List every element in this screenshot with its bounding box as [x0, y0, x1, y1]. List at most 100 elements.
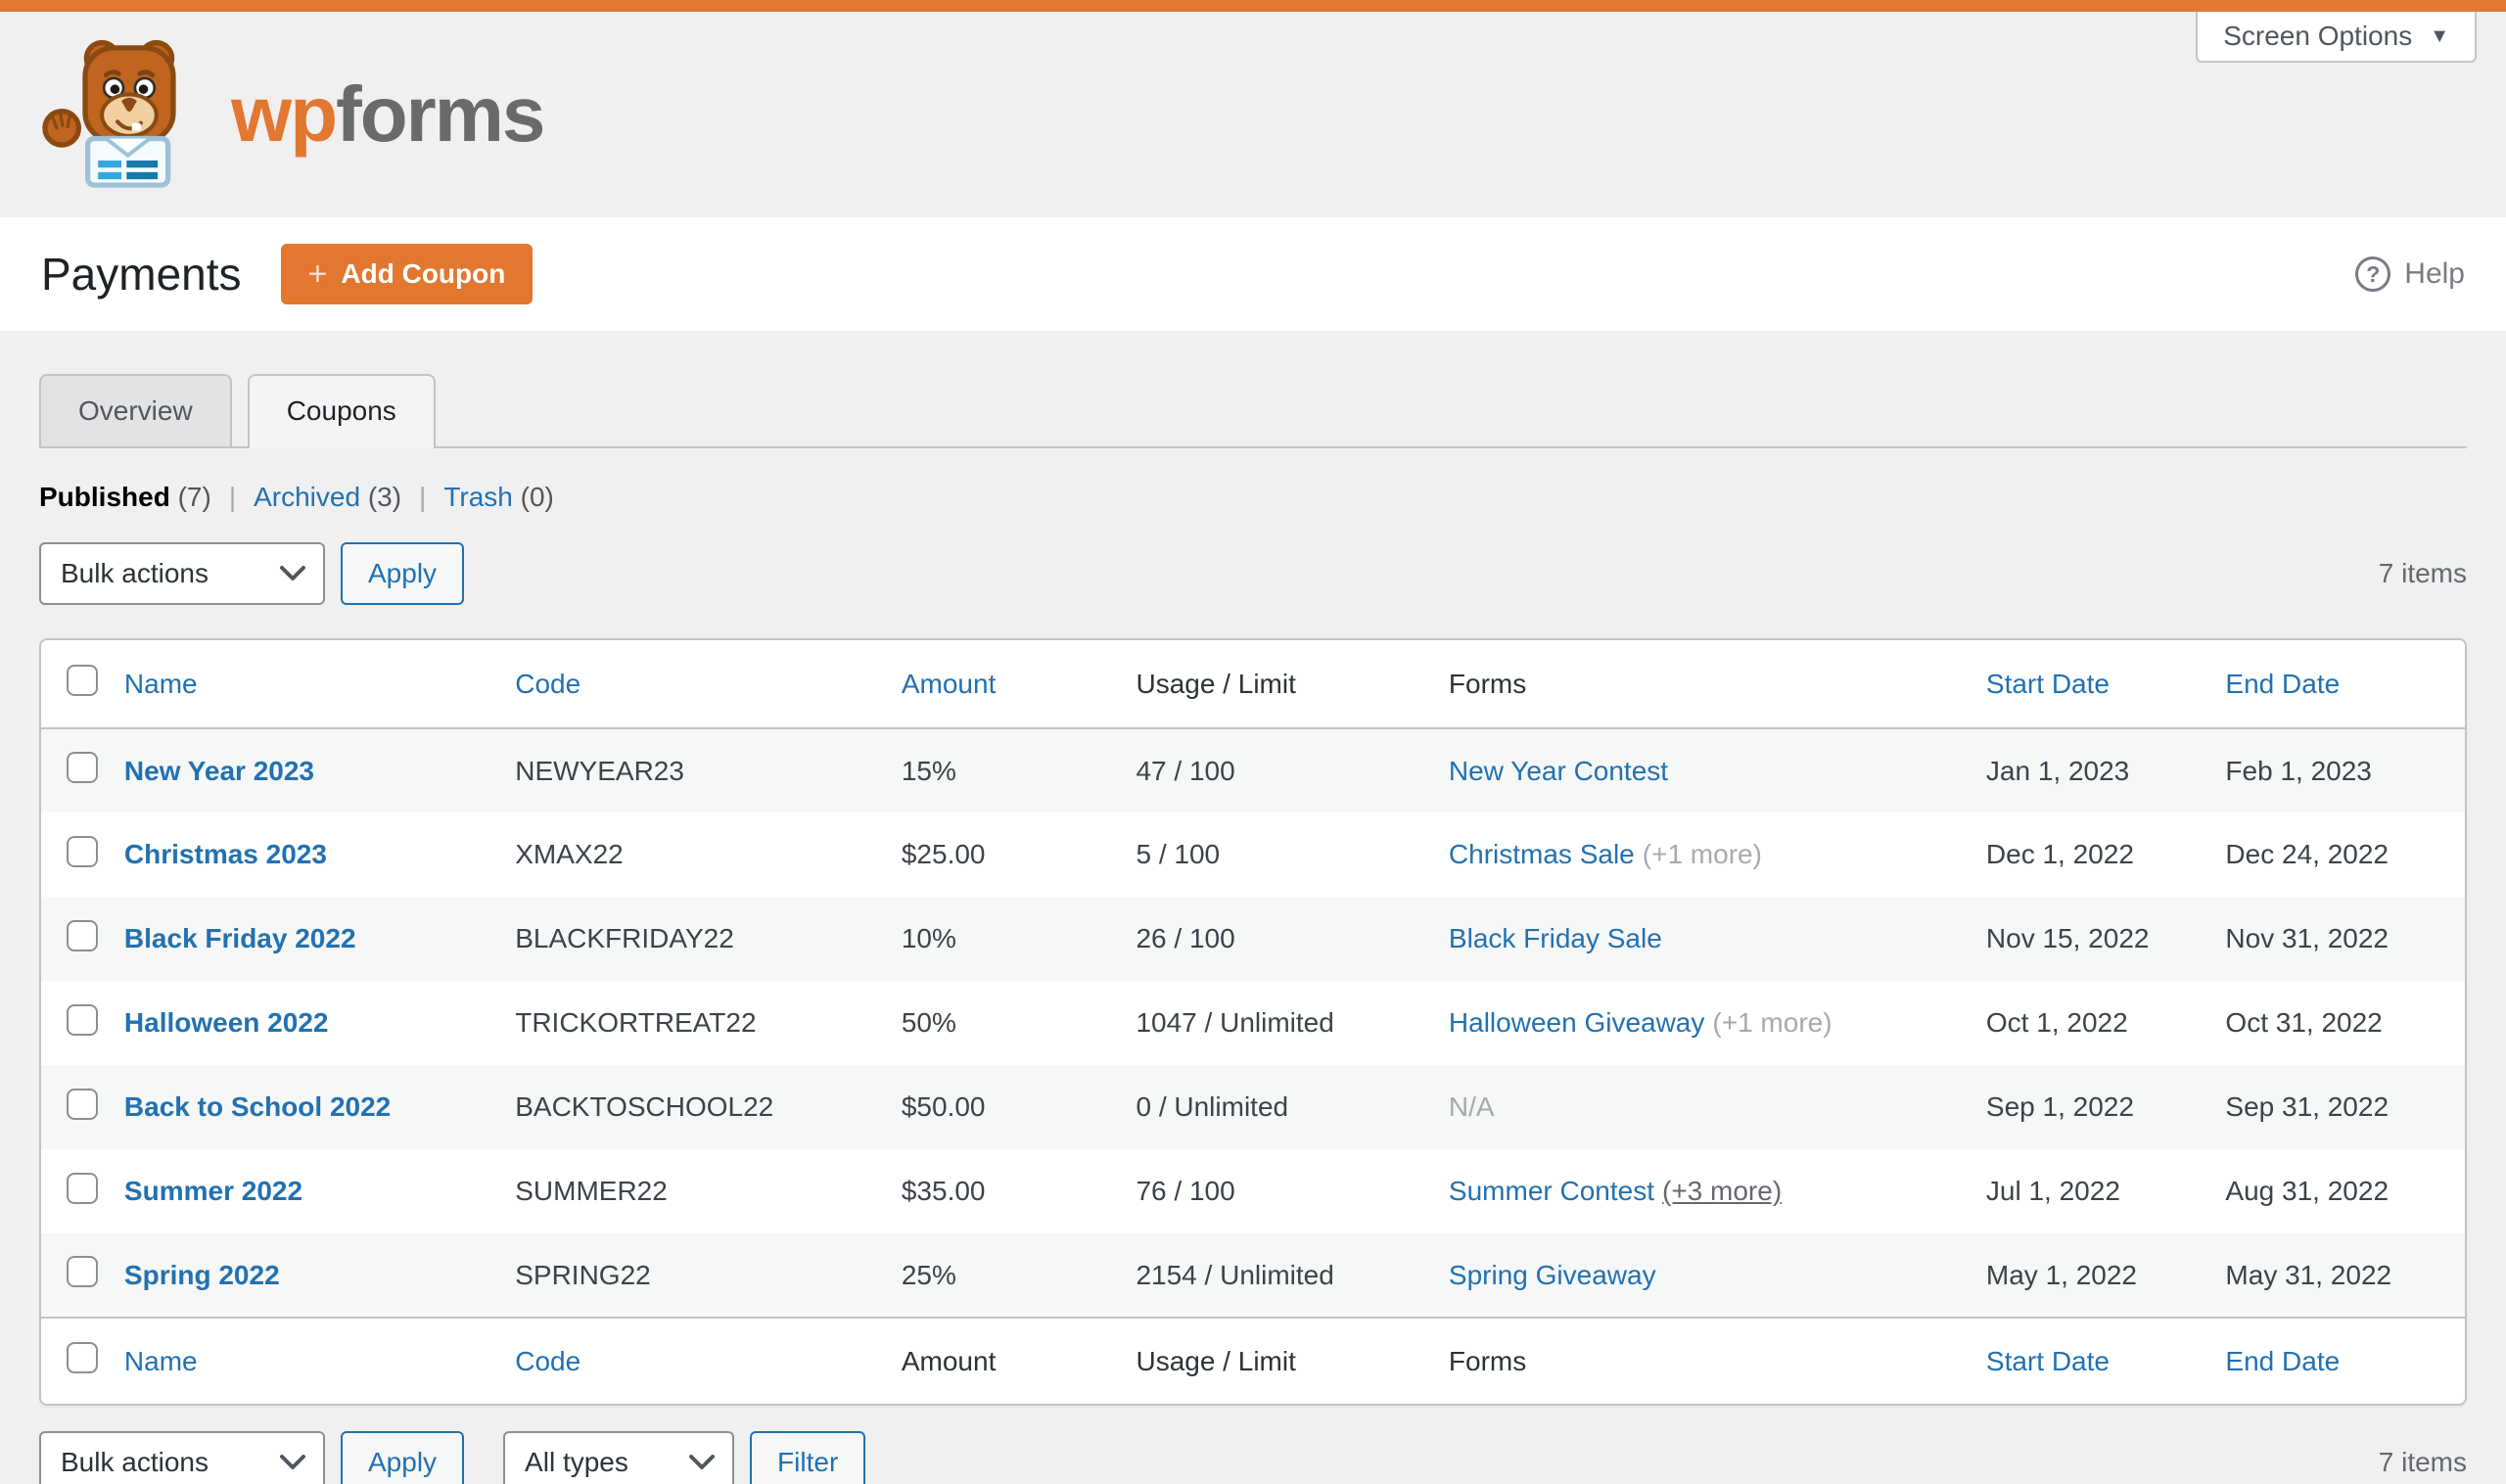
usage-limit-header: Usage / Limit [1136, 640, 1449, 729]
select-all-checkbox[interactable] [67, 1342, 98, 1373]
help-button[interactable]: ? Help [2355, 256, 2465, 292]
apply-button-bottom[interactable]: Apply [341, 1431, 465, 1484]
coupon-amount: 25% [901, 1259, 956, 1290]
bulk-actions-selected-value: Bulk actions [61, 558, 209, 588]
amount-footer: Amount [901, 1317, 1137, 1404]
row-checkbox[interactable] [67, 1172, 98, 1204]
forms-header: Forms [1448, 640, 1986, 729]
start-date: Dec 1, 2022 [1985, 839, 2134, 869]
coupon-usage: 47 / 100 [1136, 755, 1235, 786]
form-link[interactable]: Halloween Giveaway [1448, 1007, 1705, 1038]
coupon-name-link[interactable]: New Year 2023 [123, 755, 315, 786]
forms-extra-count[interactable]: (+3 more) [1662, 1176, 1783, 1206]
page-header: Payments + Add Coupon ? Help [0, 217, 2506, 331]
view-separator: | [228, 482, 237, 512]
screen-options-button[interactable]: Screen Options ▼ [2196, 12, 2477, 63]
view-trash[interactable]: Trash (0) [443, 482, 554, 512]
question-mark-icon: ? [2355, 256, 2391, 292]
coupon-name-link[interactable]: Summer 2022 [123, 1176, 303, 1206]
table-footer: Name Code Amount Usage / Limit Forms Sta… [41, 1317, 2465, 1404]
row-checkbox[interactable] [67, 835, 98, 867]
wpforms-wordmark: wpforms [231, 70, 545, 160]
coupon-amount: $35.00 [901, 1176, 986, 1206]
sort-amount-header[interactable]: Amount [901, 668, 997, 699]
coupon-name-link[interactable]: Halloween 2022 [123, 1007, 329, 1038]
sort-code-header[interactable]: Code [515, 668, 581, 699]
coupon-usage: 0 / Unlimited [1136, 1091, 1289, 1122]
forms-extra-count: (+1 more) [1642, 839, 1762, 869]
coupon-amount: 15% [901, 755, 956, 786]
coupon-amount: 50% [901, 1007, 956, 1038]
coupon-usage: 26 / 100 [1136, 923, 1235, 953]
coupon-code: BLACKFRIDAY22 [515, 923, 734, 953]
view-published[interactable]: Published (7) [39, 482, 211, 512]
coupon-code: BACKTOSCHOOL22 [515, 1091, 774, 1122]
coupon-code: XMAX22 [515, 839, 624, 869]
filter-button[interactable]: Filter [750, 1431, 866, 1484]
coupon-usage: 1047 / Unlimited [1136, 1007, 1334, 1038]
view-archived[interactable]: Archived (3) [254, 482, 402, 512]
forms-footer: Forms [1448, 1317, 1986, 1404]
apply-button[interactable]: Apply [341, 542, 465, 605]
chevron-down-icon [689, 1455, 716, 1470]
end-date: Oct 31, 2022 [2225, 1007, 2383, 1038]
start-date: May 1, 2022 [1985, 1259, 2138, 1290]
coupon-name-link[interactable]: Spring 2022 [123, 1259, 280, 1290]
wordmark-forms: forms [336, 70, 545, 158]
sort-end-date-header[interactable]: End Date [2225, 668, 2341, 699]
sort-end-date-footer[interactable]: End Date [2225, 1345, 2341, 1376]
bulk-actions-selected-value: Bulk actions [61, 1447, 209, 1477]
start-date: Nov 15, 2022 [1985, 923, 2150, 953]
bulk-actions-select[interactable]: Bulk actions [39, 542, 325, 605]
chevron-down-icon [280, 566, 305, 581]
bulk-actions-select-bottom[interactable]: Bulk actions [39, 1431, 325, 1484]
coupon-name-link[interactable]: Back to School 2022 [123, 1091, 392, 1122]
coupon-code: NEWYEAR23 [515, 755, 684, 786]
row-checkbox[interactable] [67, 1256, 98, 1287]
add-coupon-button[interactable]: + Add Coupon [280, 244, 534, 304]
sort-start-date-header[interactable]: Start Date [1985, 668, 2110, 699]
add-coupon-label: Add Coupon [341, 258, 506, 289]
sort-name-footer[interactable]: Name [123, 1345, 198, 1376]
row-checkbox[interactable] [67, 752, 98, 783]
end-date: Sep 31, 2022 [2225, 1091, 2390, 1122]
start-date: Jul 1, 2022 [1985, 1176, 2120, 1206]
type-filter-selected-value: All types [525, 1447, 628, 1477]
form-link[interactable]: New Year Contest [1448, 755, 1669, 786]
sort-start-date-footer[interactable]: Start Date [1985, 1345, 2110, 1376]
select-all-checkbox[interactable] [67, 665, 98, 696]
table-row: Halloween 2022 TRICKORTREAT22 50% 1047 /… [41, 981, 2465, 1065]
sort-code-footer[interactable]: Code [515, 1345, 581, 1376]
form-link[interactable]: Spring Giveaway [1448, 1259, 1656, 1290]
wordmark-wp: wp [231, 70, 338, 158]
form-link[interactable]: Summer Contest [1448, 1176, 1654, 1206]
end-date: Feb 1, 2023 [2225, 755, 2372, 786]
forms-extra-count: (+1 more) [1712, 1007, 1833, 1038]
form-link[interactable]: Christmas Sale [1448, 839, 1635, 869]
table-row: New Year 2023 NEWYEAR23 15% 47 / 100 New… [41, 728, 2465, 812]
screen-options-triangle-icon: ▼ [2430, 24, 2449, 47]
row-checkbox[interactable] [67, 1003, 98, 1036]
items-count: 7 items [2378, 1447, 2467, 1477]
start-date: Jan 1, 2023 [1985, 755, 2130, 786]
start-date: Sep 1, 2022 [1985, 1091, 2134, 1122]
sort-name-header[interactable]: Name [123, 668, 198, 699]
table-row: Spring 2022 SPRING22 25% 2154 / Unlimite… [41, 1233, 2465, 1318]
tab-coupons[interactable]: Coupons [247, 374, 436, 448]
header-logo-band: wpforms [0, 12, 2506, 217]
items-count: 7 items [2378, 558, 2467, 588]
table-row: Summer 2022 SUMMER22 $35.00 76 / 100 Sum… [41, 1149, 2465, 1233]
main-content: Overview Coupons Published (7) | Archive… [0, 374, 2506, 1484]
help-label: Help [2404, 257, 2465, 290]
coupon-usage: 76 / 100 [1136, 1176, 1235, 1206]
row-checkbox[interactable] [67, 1088, 98, 1120]
tab-overview[interactable]: Overview [39, 374, 232, 446]
table-row: Back to School 2022 BACKTOSCHOOL22 $50.0… [41, 1065, 2465, 1149]
coupon-name-link[interactable]: Black Friday 2022 [123, 923, 356, 953]
table-row: Christmas 2023 XMAX22 $25.00 5 / 100 Chr… [41, 812, 2465, 897]
form-link[interactable]: Black Friday Sale [1448, 923, 1662, 953]
end-date: May 31, 2022 [2225, 1259, 2392, 1290]
coupon-name-link[interactable]: Christmas 2023 [123, 839, 327, 869]
type-filter-select[interactable]: All types [503, 1431, 735, 1484]
row-checkbox[interactable] [67, 919, 98, 951]
